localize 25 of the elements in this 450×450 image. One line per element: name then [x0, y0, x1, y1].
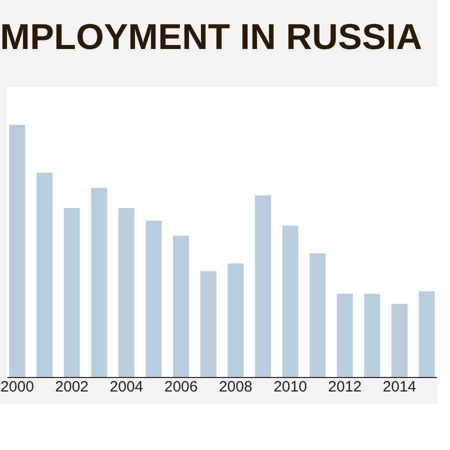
- bar: [418, 291, 435, 377]
- x-tick-label: 2010: [274, 378, 307, 396]
- bar: [91, 188, 108, 377]
- x-tick-label: 2004: [110, 378, 144, 396]
- bar: [9, 124, 26, 377]
- x-tick-label: 2002: [55, 378, 89, 396]
- bar: [36, 172, 53, 377]
- x-tick-label: 2008: [218, 378, 252, 396]
- bar: [310, 253, 326, 377]
- bar: [118, 208, 134, 377]
- bar: [64, 208, 80, 377]
- bar: [364, 294, 380, 377]
- bar: [173, 236, 190, 377]
- bar: [391, 304, 408, 377]
- bar: [254, 195, 271, 377]
- bar: [200, 271, 216, 377]
- bar: [228, 264, 244, 377]
- bar: [146, 220, 162, 377]
- x-tick-label: 2012: [328, 378, 362, 396]
- chart-title: MPLOYMENT IN RUSSIA: [0, 16, 422, 57]
- x-tick-label: 2000: [0, 378, 34, 396]
- bar: [336, 294, 353, 377]
- x-tick-label: 2006: [164, 378, 198, 396]
- bar: [282, 226, 298, 377]
- x-tick-label: 2014: [382, 378, 416, 396]
